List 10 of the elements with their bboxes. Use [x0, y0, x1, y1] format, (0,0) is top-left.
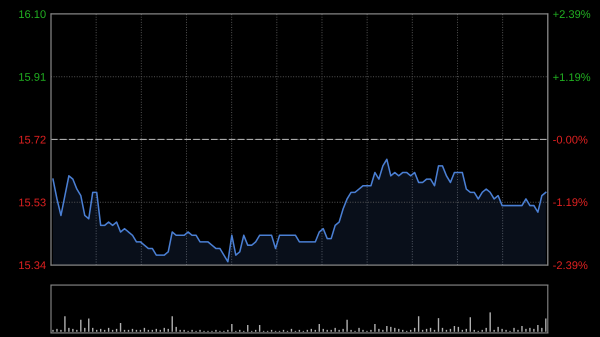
y2-tick-label: -2.39% [553, 261, 588, 270]
y-tick-label: 15.72 [19, 136, 46, 144]
y2-tick-label: -0.00% [553, 136, 588, 144]
y-tick-label: 15.53 [19, 198, 46, 206]
y-tick-label: 15.34 [19, 261, 46, 270]
y2-tick-label: +1.19% [553, 73, 590, 82]
y2-tick-label: -1.19% [553, 198, 588, 206]
y-tick-label: 16.10 [19, 10, 46, 18]
y-tick-label: 15.91 [19, 72, 46, 81]
y2-tick-label: +2.39% [553, 10, 590, 18]
